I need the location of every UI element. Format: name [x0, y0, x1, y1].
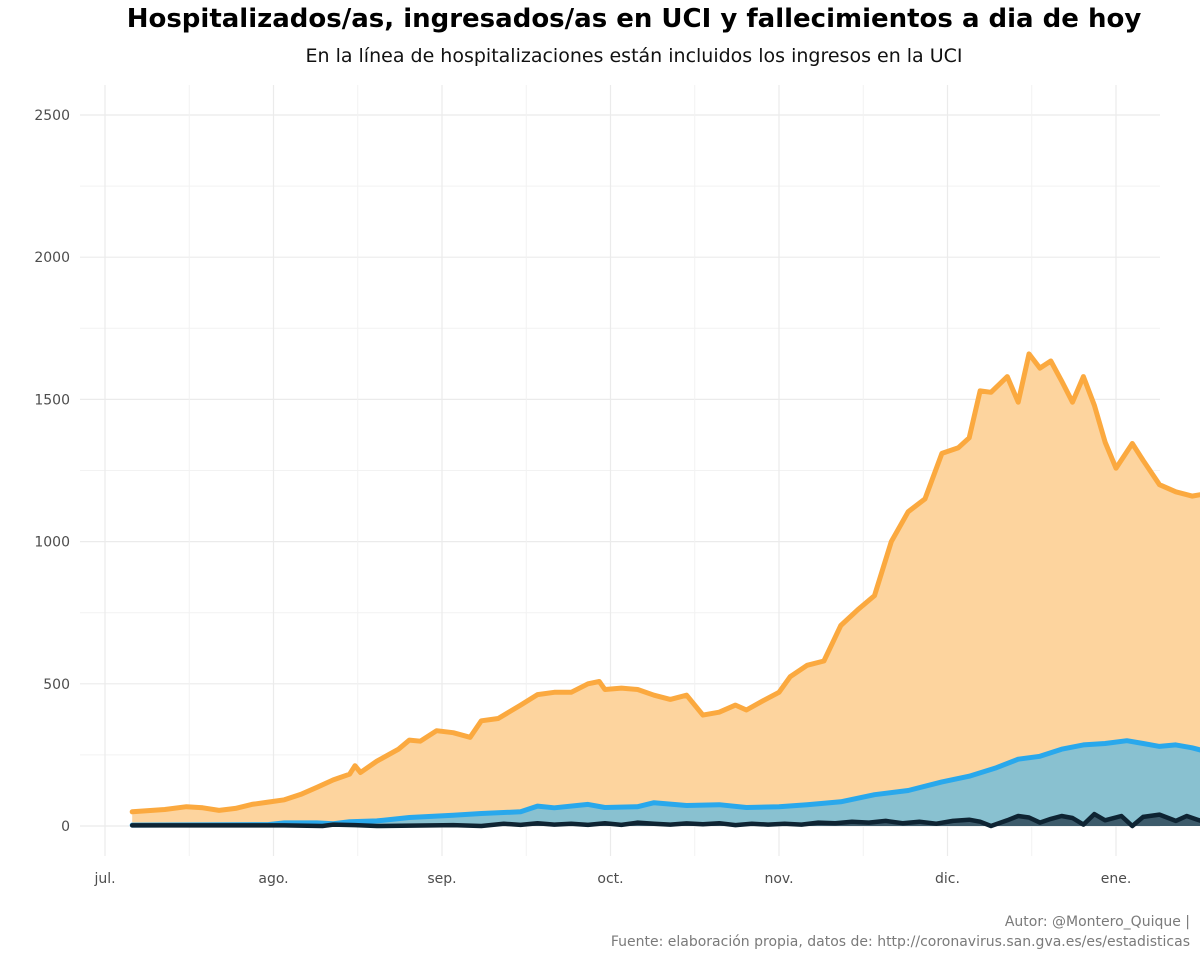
- line-uci: [129, 738, 1200, 828]
- x-tick-label: dic.: [935, 871, 960, 887]
- y-tick-label: 2000: [34, 250, 70, 266]
- y-axis: 0 500 1000 1500 2000 2500: [34, 108, 70, 835]
- chart-title: Hospitalizados/as, ingresados/as en UCI …: [126, 4, 1142, 34]
- y-tick-label: 500: [43, 677, 70, 693]
- y-tick-label: 2500: [34, 108, 70, 124]
- line-deaths: [129, 811, 1200, 829]
- series-lines: [129, 351, 1200, 829]
- x-tick-label: sep.: [427, 871, 456, 887]
- series-areas: [132, 353, 1200, 826]
- caption-source: Fuente: elaboración propia, datos de: ht…: [610, 934, 1190, 950]
- chart-subtitle: En la línea de hospitalizaciones están i…: [305, 45, 963, 67]
- x-tick-label: nov.: [764, 871, 793, 887]
- y-tick-label: 1000: [34, 535, 70, 551]
- y-tick-label: 0: [61, 819, 70, 835]
- x-tick-label: oct.: [597, 871, 623, 887]
- x-axis: jul. ago. sep. oct. nov. dic. ene.: [93, 871, 1131, 887]
- area-hosp: [132, 353, 1200, 826]
- caption-author: Autor: @Montero_Quique |: [1004, 914, 1190, 930]
- x-tick-label: ago.: [258, 871, 288, 887]
- y-tick-label: 1500: [34, 392, 70, 408]
- x-tick-label: ene.: [1101, 871, 1132, 887]
- area-uci: [132, 740, 1200, 826]
- x-tick-label: jul.: [93, 871, 115, 887]
- line-hosp: [129, 351, 1200, 815]
